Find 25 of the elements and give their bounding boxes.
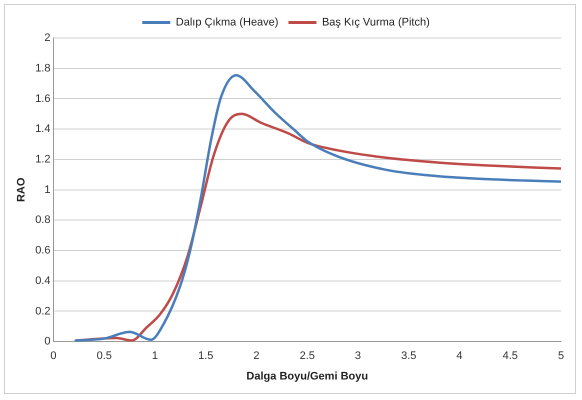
x-tick-label: 1.5 <box>198 350 214 362</box>
x-axis-title: Dalga Boyu/Gemi Boyu <box>246 370 368 382</box>
x-tick-label: 0.5 <box>96 350 112 362</box>
x-tick-label: 4 <box>456 350 463 362</box>
y-tick-label: 1.8 <box>35 62 50 74</box>
legend-label: Baş Kıç Vurma (Pitch) <box>322 16 430 29</box>
y-tick-label: 0.2 <box>35 305 50 318</box>
y-tick-label: 2 <box>44 32 50 44</box>
y-tick-label: 1.2 <box>35 153 50 166</box>
x-tick-label: 3 <box>354 350 362 362</box>
x-tick-label: 2 <box>253 350 260 362</box>
y-tick-label: 1.6 <box>35 92 50 105</box>
x-tick-label: 3.5 <box>401 350 416 362</box>
y-tick-label: 1 <box>44 184 50 196</box>
legend-label: Dalıp Çıkma (Heave) <box>176 16 278 29</box>
y-tick-label: 0.6 <box>35 244 50 257</box>
y-tick-label: 1.4 <box>35 123 50 136</box>
y-tick-label: 0 <box>44 336 50 348</box>
x-tick-label: 4.5 <box>502 350 518 362</box>
y-axis-title: RAO <box>16 177 28 202</box>
y-tick-label: 0.4 <box>35 274 50 287</box>
y-tick-label: 0.8 <box>35 214 50 226</box>
x-tick-label: 1 <box>152 350 158 362</box>
x-tick-label: 2.5 <box>300 350 315 362</box>
x-tick-label: 5 <box>558 350 564 362</box>
